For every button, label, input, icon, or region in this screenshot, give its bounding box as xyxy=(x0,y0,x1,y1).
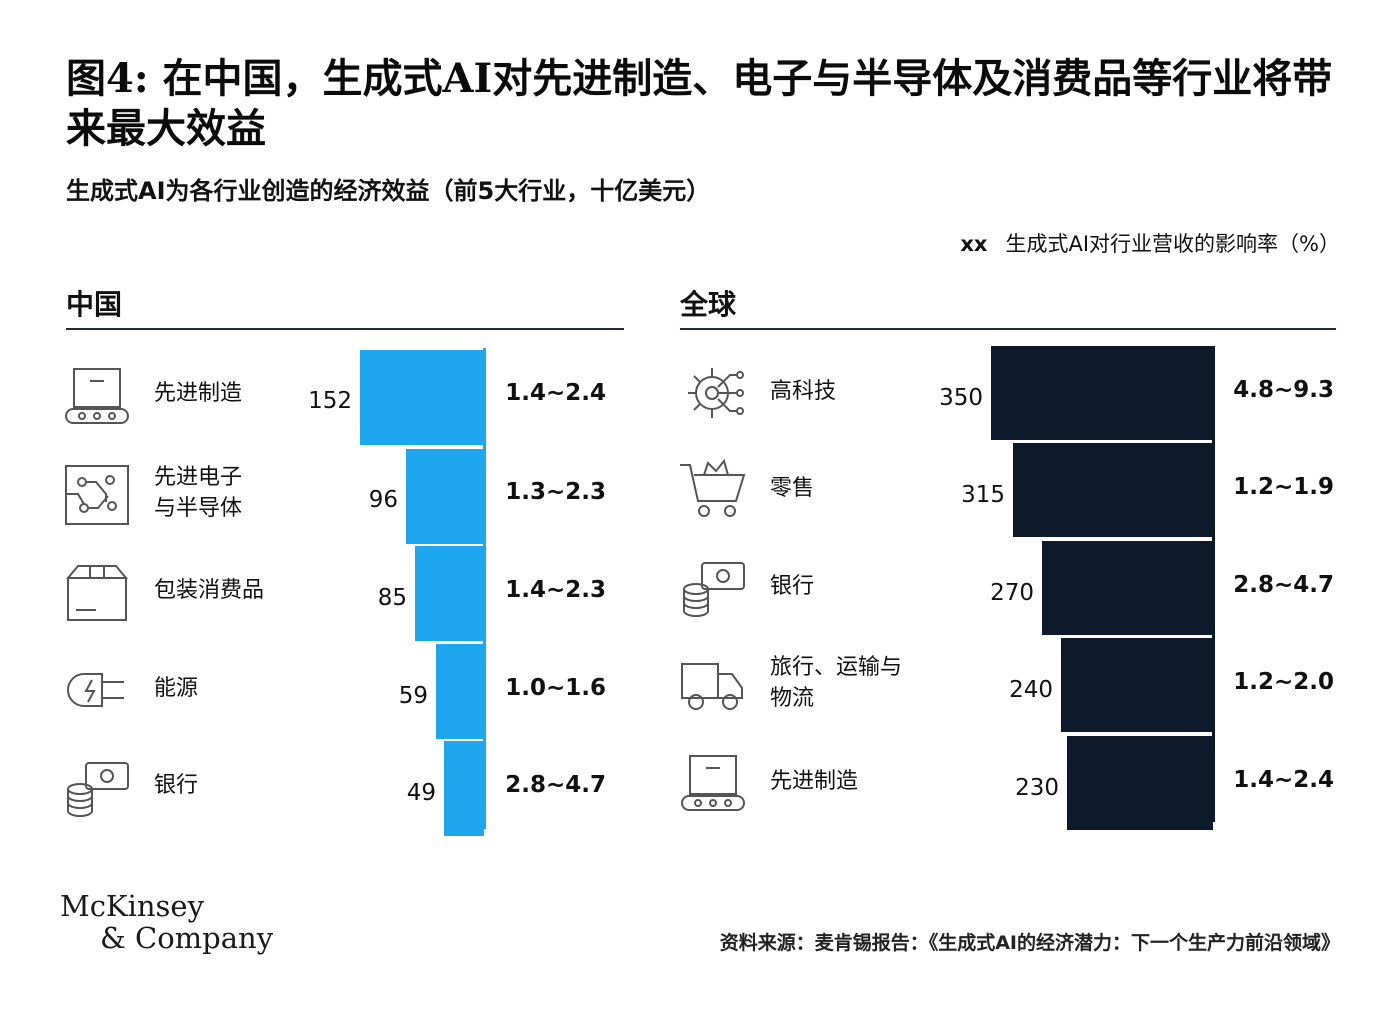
category-label-line: 包装消费品 xyxy=(154,578,265,603)
impact-range-global: 1.4~2.4 xyxy=(1233,767,1334,793)
bar-global xyxy=(1042,541,1213,635)
category-label-line: 先进制造 xyxy=(154,381,243,406)
category-label-global: 高科技 xyxy=(770,376,836,407)
legend-marker: xx xyxy=(960,232,988,256)
chart-subtitle: 生成式AI为各行业创造的经济效益（前5大行业，十亿美元） xyxy=(66,177,711,205)
logo-line-2: & Company xyxy=(100,921,274,955)
bar-global xyxy=(991,346,1213,440)
bar-china xyxy=(360,350,484,445)
factory-conveyor-icon xyxy=(678,748,748,818)
panel-header-global: 全球 xyxy=(680,286,1336,330)
bar-china xyxy=(415,546,484,641)
coins-banknote-icon xyxy=(678,553,748,623)
category-label-china: 先进电子 与半导体 xyxy=(154,462,242,524)
logo-line-1: McKinsey xyxy=(60,889,204,923)
circuit-board-icon xyxy=(62,460,132,530)
category-label-line: 零售 xyxy=(770,475,815,501)
shopping-cart-icon xyxy=(678,455,748,525)
source-note: 资料来源：麦肯锡报告：《生成式AI的经济潜力：下一个生产力前沿领域》 xyxy=(719,932,1340,954)
power-plug-icon xyxy=(62,656,132,726)
value-label-global: 230 xyxy=(1015,775,1059,801)
chart-title: 图4: 在中国，生成式AI对先进制造、电子与半导体及消费品等行业将带来最大效益 xyxy=(66,55,1333,152)
category-label-line: 高科技 xyxy=(770,378,837,404)
category-label-china: 包装消费品 xyxy=(154,575,264,606)
impact-range-china: 2.8~4.7 xyxy=(505,771,606,798)
category-label-line: 先进电子 xyxy=(154,464,243,490)
axis-line-china xyxy=(483,348,486,829)
impact-range-global: 4.8~9.3 xyxy=(1233,377,1334,403)
bar-china xyxy=(436,644,484,739)
package-box-icon xyxy=(62,558,132,628)
bar-china xyxy=(444,741,484,836)
bar-global xyxy=(1013,443,1213,537)
factory-conveyor-icon xyxy=(62,361,132,431)
value-label-china: 59 xyxy=(398,682,428,709)
category-label-china: 能源 xyxy=(154,673,198,704)
axis-line-global xyxy=(1212,346,1215,822)
category-label-global: 零售 xyxy=(770,473,814,504)
category-label-line: 银行 xyxy=(154,773,199,798)
gear-circuit-icon xyxy=(678,358,748,428)
impact-range-china: 1.0~1.6 xyxy=(505,674,606,701)
value-label-global: 240 xyxy=(1009,677,1053,703)
category-label-line: 旅行、运输与 xyxy=(770,655,903,680)
impact-range-global: 1.2~2.0 xyxy=(1233,669,1334,695)
legend: xx 生成式AI对行业营收的影响率（%） xyxy=(960,229,1340,259)
category-label-line: 银行 xyxy=(770,573,815,599)
value-label-global: 270 xyxy=(990,580,1034,606)
category-label-line: 物流 xyxy=(770,686,815,711)
category-label-line: 先进制造 xyxy=(770,768,859,794)
value-label-china: 49 xyxy=(406,779,436,806)
panel-header-china: 中国 xyxy=(66,286,624,330)
impact-range-china: 1.4~2.4 xyxy=(505,379,606,406)
impact-range-global: 1.2~1.9 xyxy=(1233,474,1334,500)
legend-label: 生成式AI对行业营收的影响率（%） xyxy=(1005,232,1340,256)
category-label-global: 先进制造 xyxy=(770,766,858,797)
impact-range-china: 1.4~2.3 xyxy=(505,576,606,603)
category-label-line: 能源 xyxy=(154,676,199,701)
category-label-global: 旅行、运输与 物流 xyxy=(770,652,902,714)
category-label-china: 先进制造 xyxy=(154,378,242,409)
bar-china xyxy=(406,449,484,544)
value-label-global: 350 xyxy=(939,385,983,411)
value-label-china: 152 xyxy=(308,387,352,414)
value-label-china: 96 xyxy=(368,486,398,513)
mckinsey-logo: McKinsey & Company xyxy=(60,890,280,960)
coins-banknote-icon xyxy=(62,753,132,823)
value-label-china: 85 xyxy=(377,584,407,611)
impact-range-global: 2.8~4.7 xyxy=(1233,572,1334,598)
delivery-truck-icon xyxy=(678,650,748,720)
category-label-line: 与半导体 xyxy=(154,495,243,521)
bar-global xyxy=(1061,638,1213,732)
value-label-global: 315 xyxy=(961,482,1005,508)
category-label-china: 银行 xyxy=(154,770,198,801)
category-label-global: 银行 xyxy=(770,571,814,602)
impact-range-china: 1.3~2.3 xyxy=(505,478,606,505)
bar-global xyxy=(1067,736,1213,830)
